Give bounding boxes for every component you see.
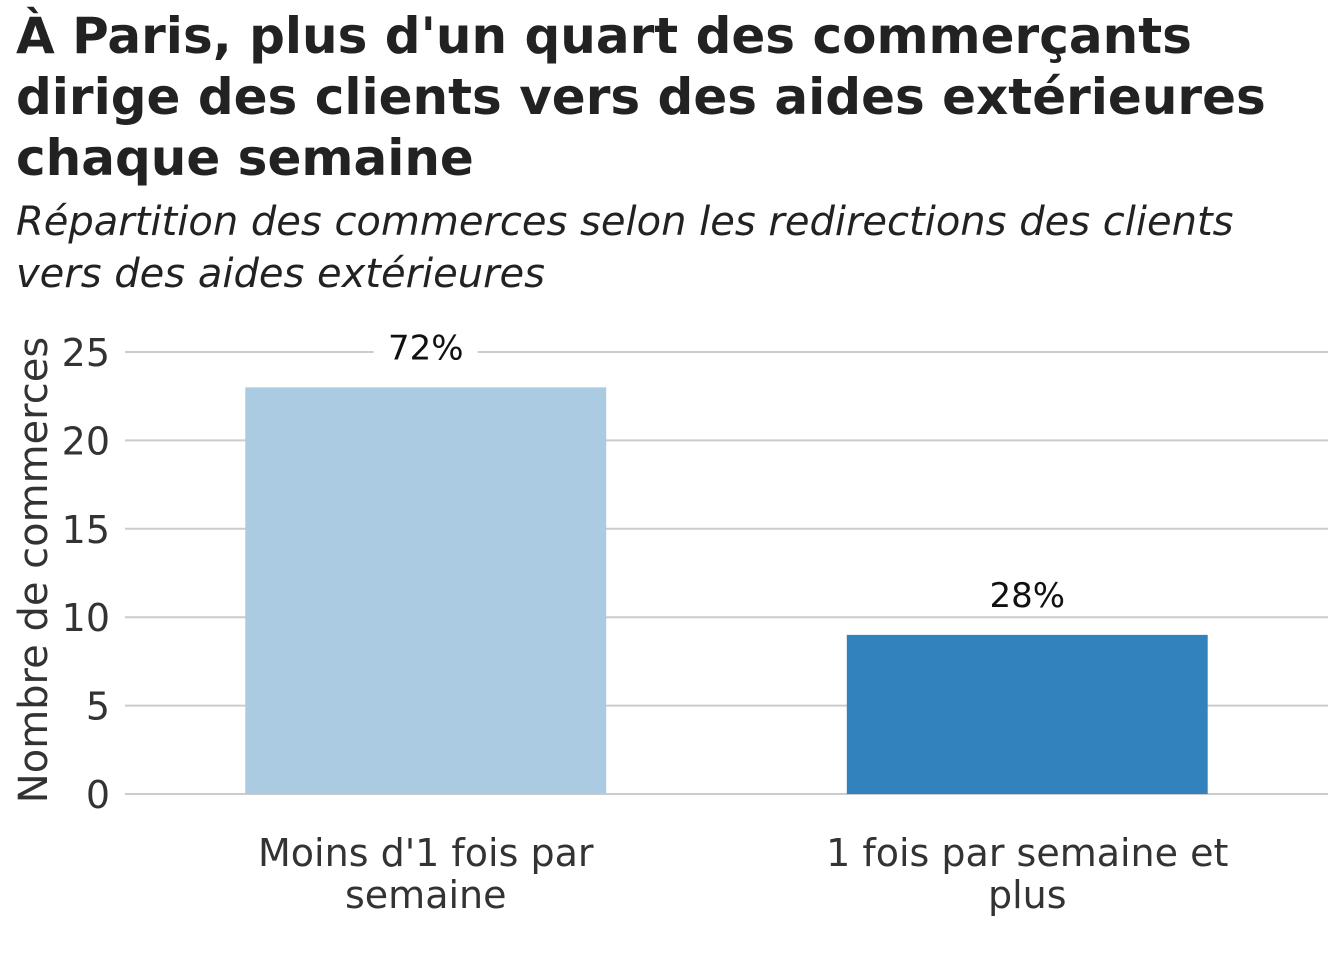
y-tick-label: 5 <box>86 685 110 729</box>
y-tick-label: 25 <box>62 331 110 375</box>
x-tick-label-line: 1 fois par semaine et <box>826 831 1228 875</box>
bar-1 <box>245 387 607 794</box>
bar-value-label: 72% <box>388 328 464 368</box>
y-tick-label: 10 <box>62 596 110 640</box>
x-tick-label: 1 fois par semaine et plus <box>826 831 1228 917</box>
bar-value-labels: 72% 28% <box>373 325 1080 616</box>
bar-value-label: 28% <box>989 576 1065 616</box>
y-axis-label: Nombre de commerces <box>11 337 57 803</box>
x-tick-labels: Moins d'1 fois par semaine 1 fois par sema… <box>258 831 1228 917</box>
x-tick-label: Moins d'1 fois par semaine <box>258 831 594 917</box>
bar-2 <box>846 634 1208 794</box>
chart-subtitle: Répartition des commerces selon les redi… <box>16 199 1234 297</box>
y-tick-label: 20 <box>62 419 110 463</box>
chart-title: À Paris, plus d'un quart des commerçants… <box>16 7 1266 187</box>
x-tick-label-line: plus <box>988 873 1067 917</box>
x-tick-label-line: Moins d'1 fois par <box>258 831 594 875</box>
y-tick-label: 0 <box>86 773 110 817</box>
bar-label-background <box>373 325 478 366</box>
y-tick-label: 15 <box>62 508 110 552</box>
x-tick-label-line: semaine <box>345 873 507 917</box>
bar-label-background <box>975 572 1080 613</box>
bars <box>245 387 1208 794</box>
y-tick-labels: 0 5 10 15 20 25 <box>62 331 110 817</box>
